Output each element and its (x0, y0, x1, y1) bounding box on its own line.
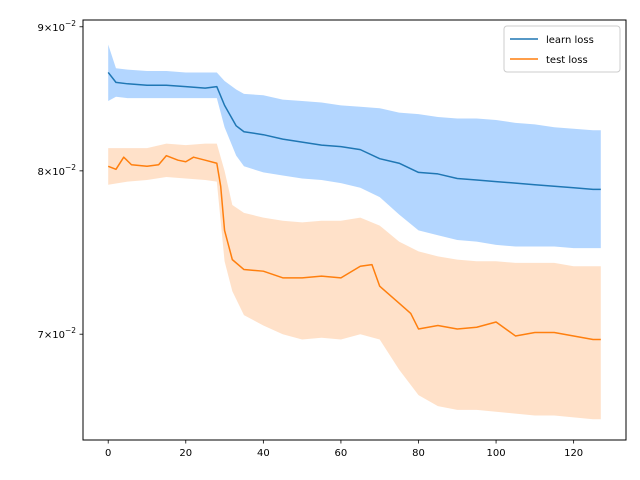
learn-loss-band (108, 44, 601, 249)
x-axis: 0 20 40 60 80 100 120 (105, 440, 583, 459)
y-tick-label: 8×10−2 (37, 163, 76, 178)
legend: learn loss test loss (503, 25, 621, 73)
x-tick-label: 20 (179, 448, 192, 459)
plot-frame (82, 19, 627, 441)
series-lines (107, 72, 601, 341)
test-loss-line (107, 154, 601, 341)
y-tick-label: 9×10−2 (37, 19, 76, 34)
test-loss-legend-label: test loss (546, 55, 588, 66)
x-tick-label: 60 (335, 448, 348, 459)
learn-loss-line (107, 72, 601, 191)
x-tick-label: 40 (257, 448, 270, 459)
x-tick-label: 120 (564, 448, 583, 459)
confidence-bands (108, 44, 601, 420)
learn-loss-legend-label: learn loss (546, 35, 594, 46)
y-tick-label: 7×10−2 (37, 326, 76, 341)
legend-box (503, 25, 621, 73)
test-loss-band (108, 143, 601, 420)
x-tick-label: 80 (412, 448, 425, 459)
y-axis: 7×10−2 8×10−2 9×10−2 (37, 19, 83, 341)
x-tick-label: 0 (105, 448, 111, 459)
x-tick-label: 100 (487, 448, 506, 459)
